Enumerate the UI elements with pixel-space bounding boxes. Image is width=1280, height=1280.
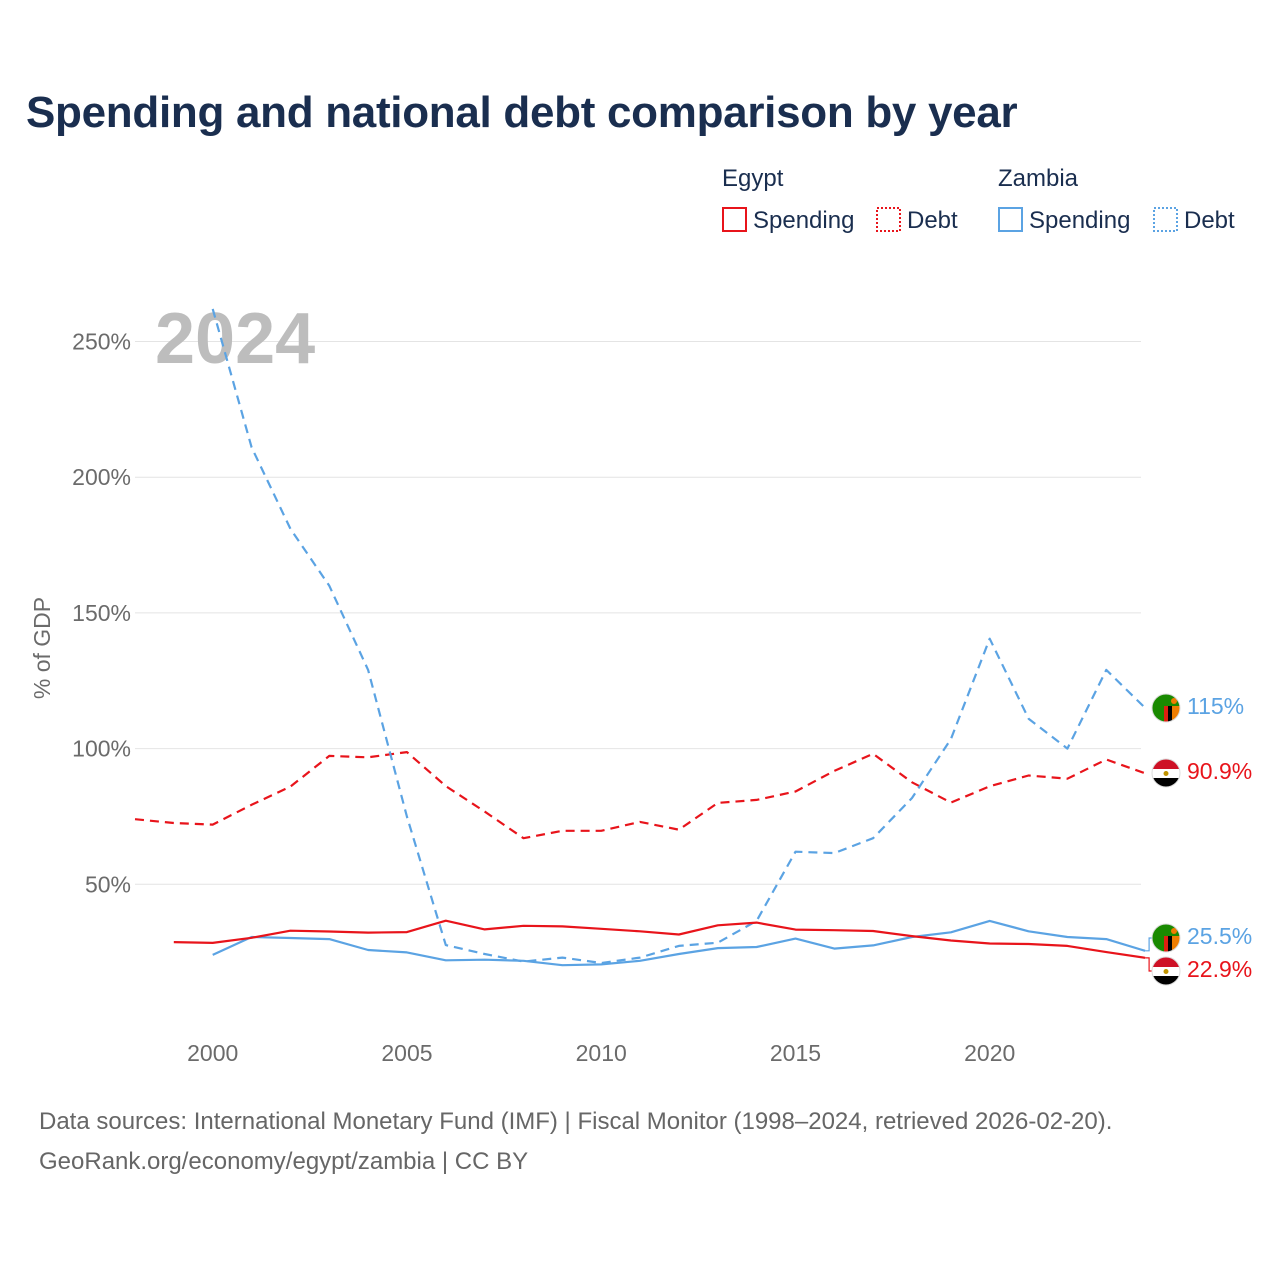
end-label-zambia-debt: 115% (1187, 693, 1244, 719)
attribution-link[interactable]: GeoRank.org/economy/egypt/zambia | CC BY (39, 1148, 529, 1175)
end-label-connector-zambia-spending (1145, 937, 1154, 952)
series-line-zambia-debt (211, 308, 1146, 965)
end-label-zambia-spending: 25.5% (1187, 923, 1252, 949)
legend-swatch-zambia-spending[interactable] (998, 207, 1023, 232)
series-line-egypt-spending (173, 919, 1146, 959)
legend-group-egypt: Egypt (722, 165, 784, 192)
series-line-egypt-debt (134, 750, 1146, 840)
legend-group-zambia: Zambia (998, 165, 1079, 192)
legend-swatch-zambia-debt[interactable] (1153, 207, 1178, 232)
year-watermark: 2024 (155, 299, 315, 379)
end-label-egypt-spending: 22.9% (1187, 956, 1252, 982)
legend-swatch-egypt-debt[interactable] (876, 207, 901, 232)
x-tick-label-2010: 2010 (576, 1040, 627, 1066)
y-axis-title: % of GDP (29, 597, 55, 699)
y-tick-label-200: 200% (72, 464, 131, 490)
data-source-note: Data sources: International Monetary Fun… (39, 1108, 1113, 1135)
y-tick-label-100: 100% (72, 736, 131, 762)
x-tick-label-2000: 2000 (187, 1040, 238, 1066)
end-label-connector-egypt-spending (1145, 957, 1154, 972)
zambia-flag-icon (1152, 924, 1180, 952)
legend-swatch-egypt-spending[interactable] (722, 207, 747, 232)
end-label-egypt-debt: 90.9% (1187, 758, 1252, 784)
legend-label-zambia-debt[interactable]: Debt (1184, 207, 1235, 234)
x-tick-label-2020: 2020 (964, 1040, 1015, 1066)
chart-title: Spending and national debt comparison by… (26, 88, 1018, 137)
legend-label-egypt-debt[interactable]: Debt (907, 207, 958, 234)
x-tick-label-2005: 2005 (381, 1040, 432, 1066)
egypt-flag-icon (1152, 759, 1180, 787)
legend-label-zambia-spending[interactable]: Spending (1029, 207, 1130, 234)
legend: Egypt Zambia Spending Debt Spending Debt (722, 165, 1235, 234)
x-tick-label-2015: 2015 (770, 1040, 821, 1066)
y-tick-label-50: 50% (85, 871, 131, 897)
zambia-flag-icon (1152, 694, 1180, 722)
y-tick-label-150: 150% (72, 600, 131, 626)
legend-label-egypt-spending[interactable]: Spending (753, 207, 854, 234)
series-line-zambia-spending (212, 919, 1146, 967)
y-tick-label-250: 250% (72, 329, 131, 355)
egypt-flag-icon (1152, 957, 1180, 985)
gridlines (135, 341, 1141, 885)
